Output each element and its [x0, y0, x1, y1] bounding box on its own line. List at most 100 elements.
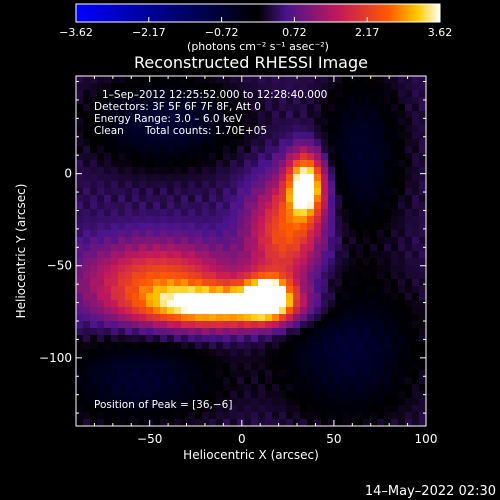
heatmap-cell — [209, 90, 217, 98]
heatmap-cell — [118, 153, 126, 161]
heatmap-cell — [223, 223, 231, 231]
heatmap-cell — [216, 363, 224, 371]
heatmap-cell — [244, 167, 252, 175]
heatmap-cell — [321, 90, 329, 98]
heatmap-cell — [223, 111, 231, 119]
heatmap-cell — [195, 216, 203, 224]
heatmap-cell — [335, 314, 343, 322]
heatmap-cell — [251, 90, 259, 98]
heatmap-cell — [335, 195, 343, 203]
heatmap-cell — [188, 76, 196, 84]
heatmap-cell — [153, 342, 161, 350]
heatmap-cell — [139, 370, 147, 378]
heatmap-cell — [314, 377, 322, 385]
heatmap-cell — [258, 391, 266, 399]
heatmap-cell — [132, 265, 140, 273]
heatmap-cell — [90, 132, 98, 140]
heatmap-cell — [83, 384, 91, 392]
heatmap-cell — [230, 398, 238, 406]
heatmap-cell — [335, 384, 343, 392]
heatmap-cell — [83, 293, 91, 301]
heatmap-cell — [104, 125, 112, 133]
heatmap-cell — [118, 265, 126, 273]
heatmap-cell — [272, 244, 280, 252]
heatmap-cell — [160, 300, 168, 308]
heatmap-cell — [272, 349, 280, 357]
heatmap-cell — [265, 328, 273, 336]
heatmap-cell — [412, 111, 420, 119]
heatmap-cell — [419, 293, 426, 301]
heatmap-cell — [384, 293, 392, 301]
heatmap-cell — [209, 363, 217, 371]
heatmap-cell — [286, 398, 294, 406]
heatmap-cell — [384, 286, 392, 294]
heatmap-cell — [328, 230, 336, 238]
heatmap-cell — [265, 391, 273, 399]
heatmap-cell — [265, 258, 273, 266]
heatmap-cell — [314, 223, 322, 231]
heatmap-cell — [349, 202, 357, 210]
heatmap-cell — [377, 342, 385, 350]
heatmap-cell — [335, 153, 343, 161]
heatmap-cell — [279, 272, 287, 280]
heatmap-cell — [307, 356, 315, 364]
heatmap-cell — [384, 300, 392, 308]
heatmap-cell — [307, 174, 315, 182]
heatmap-cell — [258, 293, 266, 301]
heatmap-cell — [132, 139, 140, 147]
heatmap-cell — [209, 132, 217, 140]
heatmap-cell — [202, 125, 210, 133]
heatmap-cell — [209, 125, 217, 133]
chart-title: Reconstructed RHESSI Image — [134, 53, 368, 72]
heatmap-cell — [328, 398, 336, 406]
heatmap-cell — [258, 153, 266, 161]
heatmap-cell — [202, 265, 210, 273]
heatmap-cell — [125, 160, 133, 168]
heatmap-cell — [391, 83, 399, 91]
heatmap-cell — [97, 321, 105, 329]
heatmap-cell — [321, 167, 329, 175]
heatmap-cell — [384, 398, 392, 406]
heatmap-cell — [195, 405, 203, 413]
heatmap-cell — [314, 342, 322, 350]
heatmap-cell — [118, 174, 126, 182]
heatmap-cell — [342, 202, 350, 210]
heatmap-cell — [111, 97, 119, 105]
heatmap-cell — [181, 349, 189, 357]
heatmap-cell — [321, 216, 329, 224]
heatmap-cell — [188, 314, 196, 322]
heatmap-cell — [272, 335, 280, 343]
heatmap-cell — [111, 314, 119, 322]
heatmap-cell — [384, 76, 392, 84]
heatmap-cell — [321, 335, 329, 343]
heatmap-cell — [307, 384, 315, 392]
heatmap-cell — [314, 230, 322, 238]
heatmap-cell — [223, 258, 231, 266]
heatmap-cell — [307, 202, 315, 210]
heatmap-cell — [125, 97, 133, 105]
heatmap-cell — [384, 209, 392, 217]
heatmap-cell — [293, 398, 301, 406]
heatmap-cell — [181, 237, 189, 245]
heatmap-cell — [125, 209, 133, 217]
heatmap-cell — [419, 195, 426, 203]
heatmap-cell — [405, 174, 413, 182]
heatmap-cell — [97, 293, 105, 301]
heatmap-cell — [125, 314, 133, 322]
heatmap-cell — [125, 342, 133, 350]
heatmap-cell — [132, 237, 140, 245]
heatmap-cell — [125, 118, 133, 126]
heatmap-cell — [314, 195, 322, 203]
heatmap-cell — [251, 111, 259, 119]
heatmap-cell — [146, 223, 154, 231]
heatmap-cell — [398, 419, 406, 426]
heatmap-cell — [307, 300, 315, 308]
colorbar-tick-label: 0.72 — [282, 26, 307, 39]
heatmap-cell — [412, 258, 420, 266]
heatmap-cell — [377, 209, 385, 217]
heatmap-cell — [307, 118, 315, 126]
heatmap-cell — [104, 160, 112, 168]
heatmap-cell — [335, 174, 343, 182]
heatmap-cell — [76, 279, 84, 287]
heatmap-cell — [405, 209, 413, 217]
